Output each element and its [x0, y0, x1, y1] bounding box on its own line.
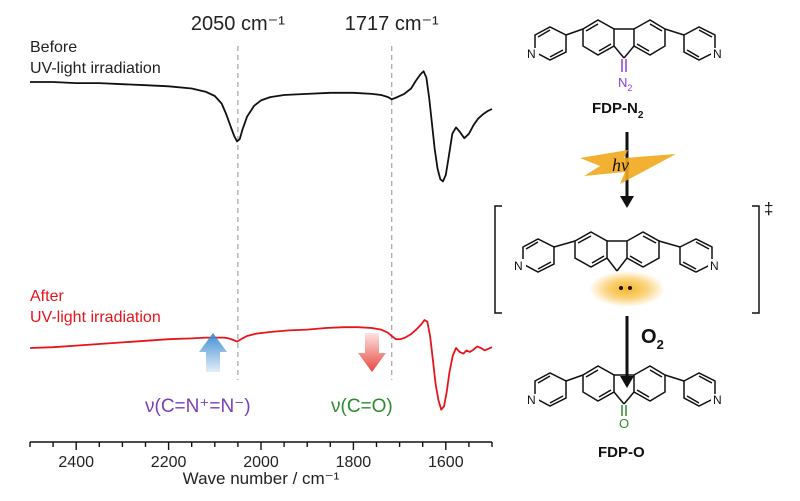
n-mask-2b	[708, 259, 718, 271]
series-label-before-line2: UV-light irradiation	[30, 60, 161, 77]
pyridine-n-right-1: N	[713, 47, 722, 61]
molecule-fdp-o	[534, 365, 716, 416]
n-mask-1b	[711, 48, 721, 60]
pyridine-n-left-1: N	[527, 47, 536, 61]
series-line-0	[30, 70, 493, 183]
series-label-after-line1: After	[30, 288, 64, 305]
light-bolt-icon	[580, 150, 676, 184]
x-axis-title: Wave number / cm⁻¹	[183, 469, 340, 488]
molecule-fdp-n2	[534, 19, 716, 72]
pyridine-n-right-3: N	[713, 393, 722, 407]
molecule-carbene	[494, 205, 760, 314]
o2-label: O2	[641, 326, 664, 352]
pyridine-n-right-2: N	[710, 259, 719, 273]
reaction-arrow-1-head	[620, 196, 634, 208]
series-line-1	[29, 319, 493, 411]
n-mask-3a	[529, 394, 539, 406]
transition-state-mark: ‡	[764, 199, 773, 218]
series-label-after-line2: UV-light irradiation	[30, 309, 161, 326]
reference-label-2050: 2050 cm⁻¹	[191, 13, 285, 35]
diazo-atom: N2	[618, 75, 632, 93]
x-tick-label-2400: 2400	[58, 454, 94, 471]
hv-label: hν	[612, 155, 629, 175]
x-axis: 2400 2200 2000 1800 1600	[29, 441, 493, 471]
series-label-before-line1: Before	[30, 39, 77, 56]
pyridine-n-left-3: N	[527, 393, 536, 407]
band-increase-arrow	[358, 333, 386, 372]
carbene-glow	[589, 271, 665, 307]
ir-spectrum-chart: 2050 cm⁻¹ 1717 cm⁻¹ 2400 2200 2000 1800 1600 …	[29, 13, 493, 488]
reaction-arrow-2-head	[620, 376, 634, 388]
x-tick-label-2200: 2200	[151, 454, 187, 471]
band-decrease-arrow	[199, 333, 227, 372]
n-mask-3b	[711, 394, 721, 406]
reaction-scheme: N N N2 FDP-N2 hν N	[494, 19, 773, 461]
carbene-electron-2	[628, 286, 632, 290]
carbonyl-band-label: ν(C=O)	[331, 396, 393, 417]
x-tick-label-1800: 1800	[336, 454, 372, 471]
n-mask-2a	[516, 259, 526, 271]
carbonyl-atom: O	[619, 416, 629, 431]
x-tick-label-2000: 2000	[243, 454, 279, 471]
compound-label-fdp-o: FDP-O	[598, 444, 645, 461]
compound-label-fdp-n2: FDP-N2	[592, 100, 644, 121]
pyridine-n-left-2: N	[514, 259, 523, 273]
azide-band-label: ν(C=N⁺=N⁻)	[145, 396, 251, 417]
spectra	[29, 70, 493, 411]
n-mask-1a	[529, 48, 539, 60]
x-tick-label-1600: 1600	[428, 454, 464, 471]
carbene-electron-1	[619, 286, 623, 290]
reference-lines: 2050 cm⁻¹ 1717 cm⁻¹	[191, 13, 439, 380]
x-ticks: 2400 2200 2000 1800 1600	[29, 442, 493, 471]
reference-label-1717: 1717 cm⁻¹	[345, 13, 439, 35]
